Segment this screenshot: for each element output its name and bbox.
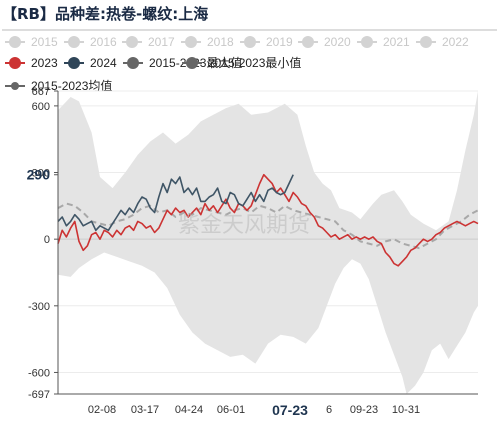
x-tick-label: 03-17	[131, 404, 159, 416]
x-tick-label: 04-24	[175, 404, 203, 416]
legend-label: 2020	[324, 35, 351, 49]
y-tick-label: 600	[32, 101, 50, 113]
legend-dot-icon	[9, 57, 21, 69]
x-tick-label: 09-23	[350, 404, 378, 416]
legend-label: 2023	[31, 56, 58, 70]
legend-item: 2023	[5, 56, 58, 70]
legend-label: 2015-2023均值	[31, 78, 112, 93]
x-tick-label: 6	[326, 404, 332, 416]
legend-item: 2019	[240, 35, 293, 49]
legend-dot-icon	[420, 36, 432, 48]
y-tick-label: -600	[28, 367, 50, 379]
y-tick-label: 300	[32, 168, 50, 180]
legend-dot-icon	[302, 36, 314, 48]
y-tick-label: 667	[32, 86, 50, 98]
series-line-2024	[57, 174, 294, 232]
legend-item: 2016	[64, 35, 117, 49]
legend-label: 2024	[90, 56, 117, 70]
legend-label: 2015	[31, 35, 58, 49]
legend: 2015 2016 2017 2018 2019 2020 2021 2022 2023 2024…	[5, 35, 469, 93]
legend-item: 2015	[5, 35, 58, 49]
legend-dot-icon	[68, 57, 80, 69]
x-tick-label: 06-01	[217, 404, 245, 416]
legend-dot-icon	[244, 36, 256, 48]
legend-item: 2022	[416, 35, 469, 49]
legend-label: 2017	[148, 35, 175, 49]
chart-title: 【RB】品种差:热卷-螺纹:上海	[2, 5, 208, 23]
x-axis: 02-08 03-17 04-24 06-01 07-23 6 09-23 10-31	[58, 393, 478, 418]
max-min-band	[58, 91, 478, 394]
legend-item: 2020	[298, 35, 351, 49]
legend-dot-icon	[9, 36, 21, 48]
legend-item: 2015-2023均值	[5, 78, 112, 93]
x-tick-label: 10-31	[392, 404, 420, 416]
legend-dot-icon	[126, 36, 138, 48]
plot-area	[57, 90, 479, 395]
watermark: 紫金天风期货	[178, 213, 310, 238]
legend-label: 2021	[383, 35, 410, 49]
x-tick-label: 02-08	[88, 404, 116, 416]
legend-dot-icon	[185, 36, 197, 48]
legend-item: 2017	[122, 35, 175, 49]
y-axis: -697 -600 -300 0 300 600 667 290	[27, 86, 59, 401]
series-line-2023	[57, 173, 479, 267]
legend-dot-icon	[127, 57, 139, 69]
legend-label: 2018	[207, 35, 234, 49]
series-line-mean	[57, 202, 479, 250]
y-tick-label: -300	[28, 301, 50, 313]
legend-item: 2024	[64, 56, 117, 70]
legend-dot-icon	[11, 82, 19, 90]
legend-dot-icon	[361, 36, 373, 48]
y-highlight-label: 290	[27, 167, 51, 183]
legend-dot-icon	[186, 57, 198, 69]
legend-label: 2022	[442, 35, 469, 49]
y-tick-label: -697	[28, 389, 50, 401]
y-tick-label: 0	[44, 234, 50, 246]
legend-label: 2015-2023最小值	[208, 55, 301, 70]
legend-item: 2018	[181, 35, 234, 49]
legend-item: 2021	[357, 35, 410, 49]
legend-item: 2015-2023最小值	[182, 55, 301, 70]
x-highlight-label: 07-23	[272, 402, 308, 418]
legend-dot-icon	[68, 36, 80, 48]
legend-label: 2019	[266, 35, 293, 49]
legend-label: 2016	[90, 35, 117, 49]
